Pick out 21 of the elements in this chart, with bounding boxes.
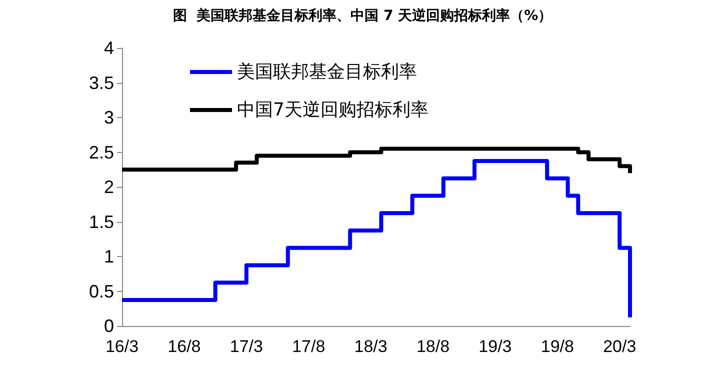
x-tick-label: 18/8 (416, 337, 450, 356)
legend-label: 中国7天逆回购招标利率 (237, 100, 428, 120)
y-tick-label: 4 (104, 38, 114, 58)
chart-title: 图 美国联邦基金目标利率、中国 7 天逆回购招标利率（%） (172, 7, 552, 24)
x-tick-label: 19/3 (478, 337, 512, 356)
y-tick-label: 1 (104, 246, 114, 266)
x-tick-label: 17/3 (230, 337, 263, 356)
y-tick-label: 2 (104, 177, 114, 197)
y-tick-label: 2.5 (88, 142, 114, 162)
x-tick-label: 16/8 (168, 337, 201, 356)
x-tick-label: 20/3 (603, 337, 636, 356)
y-tick-label: 3 (104, 108, 114, 128)
legend-label: 美国联邦基金目标利率 (237, 62, 417, 82)
y-tick-label: 0 (104, 316, 114, 336)
y-tick-label: 3.5 (88, 72, 114, 93)
x-tick-label: 17/8 (292, 337, 326, 356)
x-tick-label: 19/8 (540, 337, 574, 356)
x-tick-label: 16/3 (105, 337, 139, 356)
y-tick-label: 0.5 (88, 281, 114, 302)
y-tick-label: 1.5 (88, 212, 114, 232)
x-tick-label: 18/3 (354, 337, 388, 356)
